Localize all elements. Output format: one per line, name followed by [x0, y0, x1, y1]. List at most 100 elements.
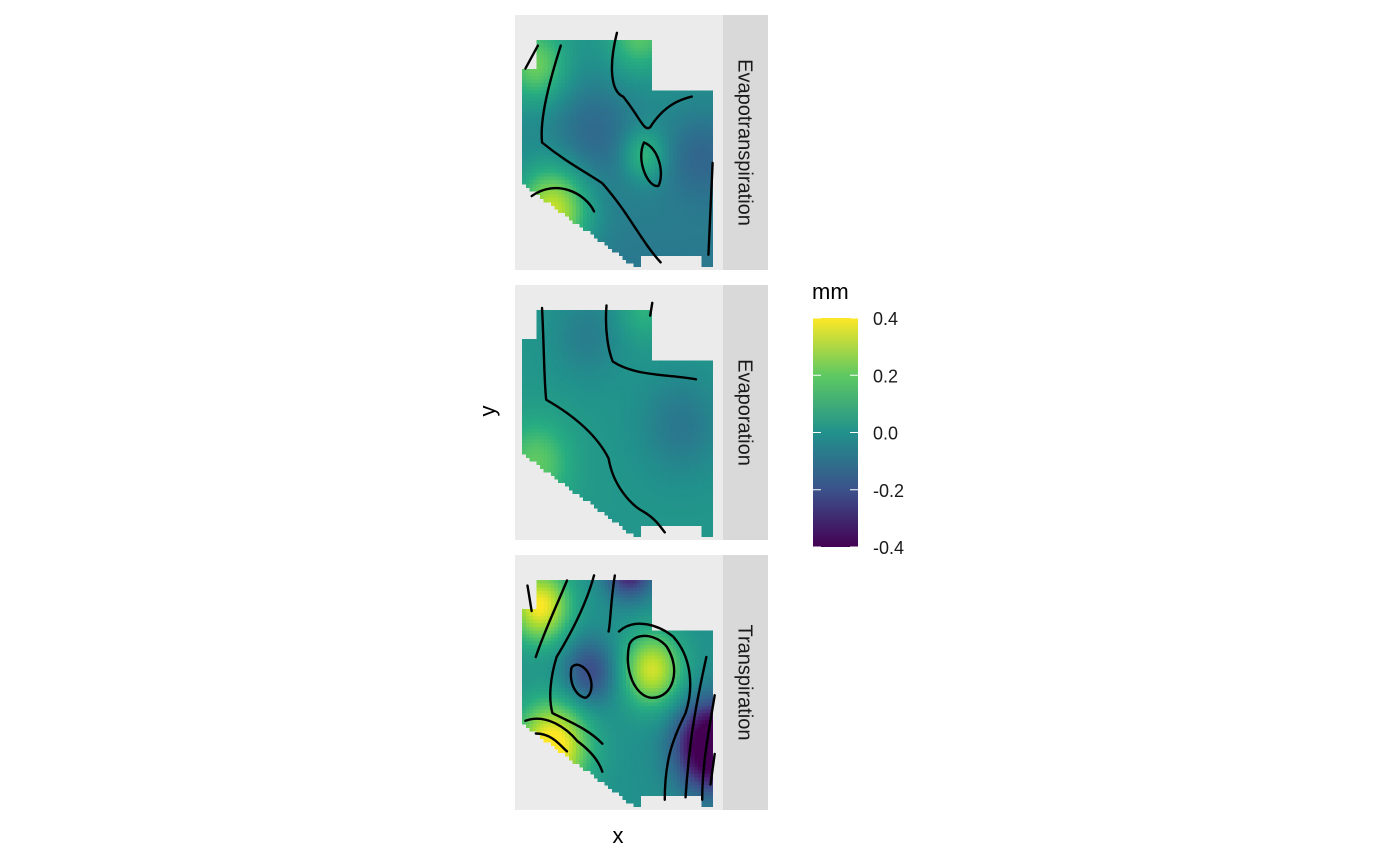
raster-cell: [619, 101, 624, 106]
raster-cell: [636, 389, 642, 394]
raster-cell: [579, 68, 584, 74]
raster-cell: [547, 457, 552, 462]
raster-cell: [633, 83, 638, 88]
raster-cell: [561, 54, 566, 59]
raster-cell: [622, 54, 627, 59]
raster-cell: [579, 216, 584, 221]
raster-cell: [687, 443, 692, 448]
raster-cell: [679, 173, 685, 178]
raster-cell: [647, 317, 652, 322]
raster-cell: [565, 421, 570, 426]
raster-cell: [690, 183, 695, 188]
raster-cell: [597, 482, 602, 487]
raster-cell: [583, 144, 588, 149]
raster-cell: [604, 115, 609, 120]
raster-cell: [540, 165, 545, 171]
raster-cell: [583, 443, 588, 448]
raster-cell: [619, 176, 624, 181]
raster-cell: [694, 457, 699, 462]
raster-cell: [611, 450, 617, 455]
raster-cell: [586, 414, 591, 419]
raster-cell: [608, 216, 613, 221]
raster-cell: [608, 374, 613, 379]
raster-cell: [525, 378, 530, 383]
raster-cell: [597, 223, 602, 228]
raster-cell: [579, 489, 584, 494]
raster-cell: [622, 155, 627, 160]
raster-cell: [568, 165, 573, 171]
raster-cell: [651, 151, 656, 156]
raster-cell: [651, 392, 656, 397]
raster-cell: [586, 410, 591, 415]
raster-cell: [619, 97, 624, 102]
raster-cell: [619, 223, 624, 228]
raster-cell: [669, 439, 674, 444]
raster-cell: [662, 486, 667, 491]
raster-cell: [593, 443, 599, 448]
raster-cell: [658, 252, 663, 257]
raster-cell: [611, 90, 617, 95]
raster-cell: [572, 205, 577, 210]
raster-cell: [583, 489, 588, 494]
raster-cell: [579, 187, 584, 192]
raster-cell: [626, 328, 631, 333]
raster-cell: [697, 176, 703, 181]
raster-cell: [575, 43, 581, 48]
raster-cell: [565, 313, 570, 318]
raster-cell: [540, 360, 545, 365]
raster-cell: [575, 216, 581, 221]
raster-cell: [604, 79, 609, 84]
raster-cell: [669, 234, 674, 239]
raster-cell: [561, 144, 566, 149]
raster-cell: [550, 54, 556, 59]
raster-cell: [540, 417, 545, 423]
raster-cell: [565, 147, 570, 153]
raster-cell: [622, 111, 627, 117]
raster-cell: [665, 381, 670, 387]
raster-cell: [529, 446, 534, 451]
raster-cell: [554, 342, 559, 347]
raster-cell: [572, 176, 577, 181]
raster-cell: [558, 353, 563, 358]
raster-cell: [597, 367, 602, 372]
raster-cell: [636, 482, 642, 487]
raster-cell: [697, 122, 703, 127]
raster-cell: [590, 310, 595, 315]
raster-cell: [532, 176, 538, 181]
raster-cell: [633, 50, 638, 56]
raster-cell: [604, 381, 609, 387]
raster-cell: [626, 50, 631, 56]
raster-cell: [640, 90, 645, 95]
raster-cell: [669, 460, 674, 466]
raster-cell: [525, 446, 530, 451]
raster-cell: [586, 47, 591, 52]
raster-cell: [708, 248, 713, 253]
raster-cell: [572, 61, 577, 66]
raster-cell: [579, 126, 584, 131]
raster-cell: [608, 50, 613, 56]
raster-cell: [665, 119, 670, 124]
raster-cell: [694, 367, 699, 372]
raster-cell: [554, 320, 559, 326]
raster-cell: [554, 147, 559, 153]
raster-cell: [658, 428, 663, 433]
raster-cell: [522, 173, 527, 178]
raster-cell: [579, 328, 584, 333]
raster-cell: [590, 158, 595, 163]
raster-cell: [644, 353, 649, 358]
raster-cell: [568, 324, 573, 329]
raster-cell: [536, 457, 541, 462]
raster-cell: [644, 392, 649, 397]
raster-cell: [626, 40, 631, 45]
raster-cell: [536, 76, 541, 81]
raster-cell: [522, 439, 527, 444]
raster-cell: [583, 65, 588, 70]
raster-cell: [640, 313, 645, 318]
raster-cell: [636, 252, 642, 257]
raster-cell: [554, 381, 559, 387]
raster-cell: [575, 115, 581, 120]
raster-cell: [604, 450, 609, 455]
raster-cell: [608, 158, 613, 163]
raster-cell: [593, 478, 599, 484]
raster-cell: [525, 97, 530, 102]
